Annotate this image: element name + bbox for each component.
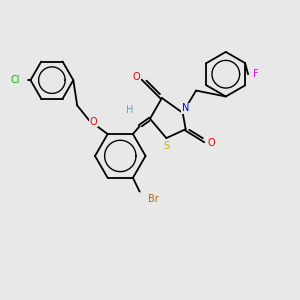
Text: O: O bbox=[132, 72, 140, 82]
Text: N: N bbox=[182, 103, 189, 113]
Text: O: O bbox=[208, 138, 215, 148]
Text: Cl: Cl bbox=[11, 75, 20, 85]
Text: F: F bbox=[253, 69, 258, 79]
Text: H: H bbox=[125, 105, 133, 115]
Text: Br: Br bbox=[148, 194, 158, 204]
Text: S: S bbox=[163, 141, 170, 152]
Text: O: O bbox=[90, 117, 97, 127]
